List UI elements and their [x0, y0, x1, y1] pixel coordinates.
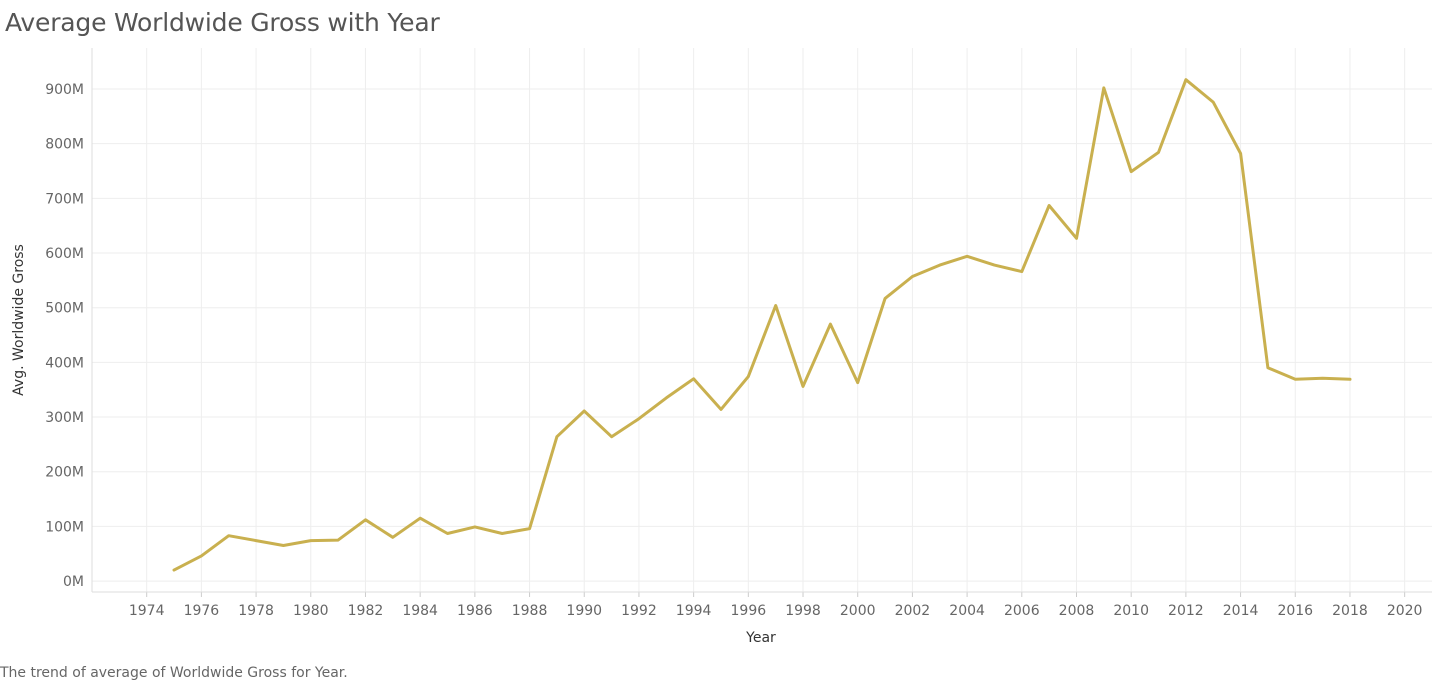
data-point[interactable] — [609, 434, 615, 440]
x-tick-label: 2002 — [895, 603, 931, 619]
y-tick-label: 500M — [45, 301, 84, 317]
x-tick-label: 2012 — [1168, 603, 1204, 619]
data-point[interactable] — [445, 530, 451, 536]
data-point[interactable] — [1320, 375, 1326, 381]
x-tick-label: 2016 — [1277, 603, 1313, 619]
x-tick-label: 1984 — [402, 603, 438, 619]
data-point[interactable] — [663, 395, 669, 401]
x-tick-label: 1974 — [129, 603, 165, 619]
data-point[interactable] — [499, 530, 505, 536]
gridlines — [92, 48, 1432, 592]
y-tick-label: 800M — [45, 137, 84, 153]
data-point[interactable] — [718, 406, 724, 412]
data-point[interactable] — [1265, 365, 1271, 371]
series — [171, 77, 1353, 573]
data-point[interactable] — [964, 253, 970, 259]
y-tick-label: 300M — [45, 410, 84, 426]
y-tick-label: 700M — [45, 191, 84, 207]
data-point[interactable] — [253, 538, 259, 544]
data-point[interactable] — [1347, 376, 1353, 382]
y-tick-label: 200M — [45, 465, 84, 481]
data-point[interactable] — [1156, 149, 1162, 155]
data-point[interactable] — [800, 383, 806, 389]
y-tick-label: 0M — [63, 574, 84, 590]
data-point[interactable] — [390, 534, 396, 540]
data-point[interactable] — [198, 553, 204, 559]
data-point[interactable] — [745, 374, 751, 380]
x-tick-label: 1992 — [621, 603, 657, 619]
x-tick-label: 2000 — [840, 603, 876, 619]
data-point[interactable] — [362, 517, 368, 523]
data-point[interactable] — [937, 262, 943, 268]
data-point[interactable] — [773, 303, 779, 309]
data-point[interactable] — [1292, 376, 1298, 382]
chart-title: Average Worldwide Gross with Year — [5, 8, 440, 37]
data-point[interactable] — [1128, 169, 1134, 175]
data-point[interactable] — [855, 380, 861, 386]
x-tick-label: 2014 — [1223, 603, 1259, 619]
data-point[interactable] — [280, 543, 286, 549]
x-tick-label: 1994 — [676, 603, 712, 619]
x-tick-label: 2006 — [1004, 603, 1040, 619]
data-point[interactable] — [1238, 151, 1244, 157]
x-tick-label: 2010 — [1113, 603, 1149, 619]
data-point[interactable] — [691, 376, 697, 382]
y-tick-label: 900M — [45, 82, 84, 98]
data-point[interactable] — [636, 416, 642, 422]
data-point[interactable] — [909, 274, 915, 280]
y-axis-title: Avg. Worldwide Gross — [11, 244, 27, 396]
data-point[interactable] — [1046, 202, 1052, 208]
x-tick-label: 1978 — [238, 603, 274, 619]
x-tick-label: 1980 — [293, 603, 329, 619]
data-point[interactable] — [226, 533, 232, 539]
data-point[interactable] — [308, 538, 314, 544]
data-point[interactable] — [882, 295, 888, 301]
x-tick-label: 1998 — [785, 603, 821, 619]
x-axis-title: Year — [745, 630, 776, 646]
data-point[interactable] — [827, 321, 833, 327]
data-point[interactable] — [554, 434, 560, 440]
x-tick-label: 1996 — [731, 603, 767, 619]
data-point[interactable] — [527, 526, 533, 532]
chart-caption: The trend of average of Worldwide Gross … — [0, 665, 348, 681]
x-tick-label: 2004 — [949, 603, 985, 619]
y-tick-label: 100M — [45, 519, 84, 535]
data-point[interactable] — [991, 262, 997, 268]
data-point[interactable] — [171, 567, 177, 573]
data-point[interactable] — [335, 537, 341, 543]
x-tick-label: 1976 — [184, 603, 220, 619]
x-tick-label: 1982 — [348, 603, 384, 619]
x-tick-label: 1986 — [457, 603, 493, 619]
y-tick-label: 400M — [45, 355, 84, 371]
data-point[interactable] — [1101, 85, 1107, 91]
data-point[interactable] — [581, 408, 587, 414]
data-point[interactable] — [1183, 77, 1189, 83]
data-point[interactable] — [472, 524, 478, 530]
x-tick-label: 1988 — [512, 603, 548, 619]
y-tick-label: 600M — [45, 246, 84, 262]
series-line — [172, 78, 1352, 572]
data-point[interactable] — [1073, 235, 1079, 241]
axes: 1974 1976 1978 1980 1982 1984 1986 1988 1990 1992… — [45, 48, 1432, 619]
x-tick-label: 2020 — [1387, 603, 1423, 619]
data-point[interactable] — [417, 515, 423, 521]
x-tick-label: 2018 — [1332, 603, 1368, 619]
data-point[interactable] — [1210, 99, 1216, 105]
data-point[interactable] — [1019, 269, 1025, 275]
x-tick-label: 1990 — [566, 603, 602, 619]
x-tick-label: 2008 — [1059, 603, 1095, 619]
